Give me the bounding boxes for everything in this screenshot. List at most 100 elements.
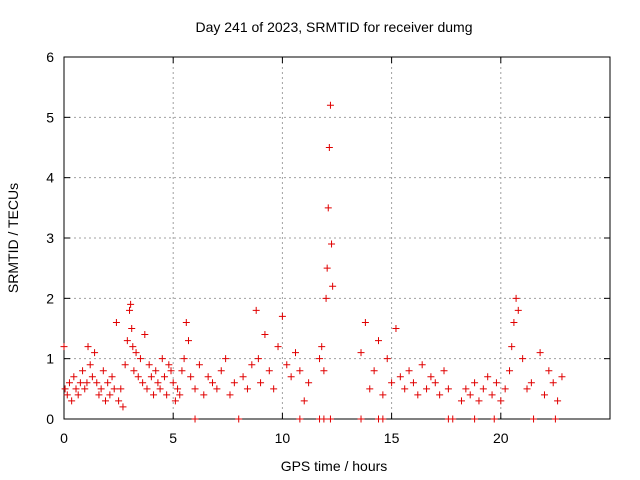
data-point xyxy=(536,349,544,357)
data-point xyxy=(243,385,251,393)
data-point xyxy=(65,379,73,387)
data-point xyxy=(383,355,391,363)
data-point xyxy=(261,331,269,339)
data-point xyxy=(396,373,404,381)
data-point xyxy=(99,367,107,375)
data-point xyxy=(209,379,217,387)
data-point xyxy=(409,379,417,387)
y-tick-label: 5 xyxy=(46,109,54,125)
data-point xyxy=(405,367,413,375)
data-point xyxy=(119,403,127,411)
data-point xyxy=(444,385,452,393)
chart-title: Day 241 of 2023, SRMTID for receiver dum… xyxy=(195,19,472,35)
data-point xyxy=(156,385,164,393)
data-point xyxy=(61,385,69,393)
data-point xyxy=(418,361,426,369)
data-point xyxy=(506,367,514,375)
data-point xyxy=(370,367,378,375)
data-point xyxy=(357,415,365,423)
data-point xyxy=(60,343,68,351)
data-point xyxy=(257,379,265,387)
data-point xyxy=(490,415,498,423)
data-point xyxy=(141,331,149,339)
data-point xyxy=(226,391,234,399)
data-point xyxy=(514,306,522,314)
data-point xyxy=(139,379,147,387)
data-point xyxy=(191,415,199,423)
data-point xyxy=(492,379,500,387)
x-tick-label: 0 xyxy=(60,430,68,446)
data-point xyxy=(274,343,282,351)
data-point xyxy=(270,385,278,393)
data-point xyxy=(63,391,71,399)
data-point xyxy=(540,391,548,399)
data-point xyxy=(436,391,444,399)
data-point xyxy=(326,101,334,109)
data-point xyxy=(97,385,105,393)
data-point xyxy=(296,367,304,375)
data-point xyxy=(324,204,332,212)
data-point xyxy=(88,373,96,381)
data-point xyxy=(254,355,262,363)
data-point xyxy=(530,415,538,423)
data-point xyxy=(152,367,160,375)
data-point xyxy=(83,379,91,387)
data-point xyxy=(174,385,182,393)
data-point xyxy=(379,415,387,423)
data-point xyxy=(222,355,230,363)
data-point xyxy=(84,343,92,351)
y-tick-label: 2 xyxy=(46,290,54,306)
data-point xyxy=(95,391,103,399)
data-point xyxy=(300,397,308,405)
data-point xyxy=(501,385,509,393)
data-point xyxy=(169,379,177,387)
data-point xyxy=(217,367,225,375)
data-point xyxy=(101,397,109,405)
data-point xyxy=(361,318,369,326)
data-point xyxy=(235,415,243,423)
y-tick-label: 6 xyxy=(46,49,54,65)
data-point xyxy=(283,361,291,369)
data-point xyxy=(510,318,518,326)
y-tick-label: 0 xyxy=(46,411,54,427)
data-point xyxy=(427,373,435,381)
data-points xyxy=(60,101,566,423)
data-point xyxy=(401,385,409,393)
data-point xyxy=(457,397,465,405)
data-point xyxy=(316,355,324,363)
data-point xyxy=(117,385,125,393)
data-point xyxy=(462,385,470,393)
data-point xyxy=(484,373,492,381)
data-point xyxy=(527,379,535,387)
data-point xyxy=(129,343,137,351)
data-point xyxy=(328,240,336,248)
data-point xyxy=(74,391,82,399)
data-point xyxy=(132,349,140,357)
data-point xyxy=(296,415,304,423)
data-point xyxy=(145,361,153,369)
data-point xyxy=(195,361,203,369)
data-point xyxy=(423,385,431,393)
data-point xyxy=(512,294,520,302)
data-point xyxy=(91,349,99,357)
data-point xyxy=(479,385,487,393)
data-point xyxy=(108,373,116,381)
data-point xyxy=(167,367,175,375)
data-point xyxy=(366,385,374,393)
data-point xyxy=(326,415,334,423)
data-point xyxy=(265,367,273,375)
y-tick-label: 4 xyxy=(46,170,54,186)
y-tick-label: 3 xyxy=(46,230,54,246)
data-point xyxy=(147,373,155,381)
data-point xyxy=(68,397,76,405)
data-point xyxy=(320,415,328,423)
data-point xyxy=(323,264,331,272)
x-tick-label: 15 xyxy=(384,430,400,446)
data-point xyxy=(93,379,101,387)
data-point xyxy=(176,391,184,399)
data-point xyxy=(414,391,422,399)
data-point xyxy=(154,379,162,387)
data-point xyxy=(471,379,479,387)
data-point xyxy=(72,385,80,393)
